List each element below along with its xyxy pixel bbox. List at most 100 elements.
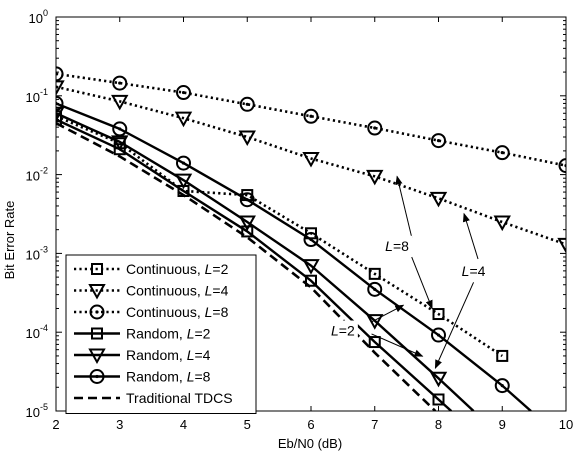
annotation-arrow (434, 282, 475, 369)
legend: Continuous, L=2 Continuous, L=4 Continuous… (65, 254, 257, 414)
data-point-center (245, 102, 249, 106)
annotation-backdrop (458, 260, 489, 281)
data-point (174, 173, 193, 190)
data-point (431, 133, 446, 149)
plot-area: 2 3 4 5 6 7 8 9 10 10-5 10-4 10-3 10-2 10-1 100 L=8 L=4 L… (26, 8, 574, 432)
data-point (432, 393, 445, 406)
x-axis-label: Eb/N0 (dB) (278, 436, 342, 451)
data-point (174, 111, 193, 128)
data-point (303, 232, 319, 248)
data-point-center (500, 151, 504, 155)
data-point (111, 94, 129, 111)
data-point (429, 371, 448, 388)
data-point-center (500, 384, 504, 388)
series-line-1 (56, 85, 566, 246)
data-point-center (436, 333, 441, 337)
data-point-center (373, 126, 377, 130)
data-point-center (309, 114, 313, 118)
x-tick-label: 2 (52, 417, 59, 432)
legend-item-6: Traditional TDCS (74, 390, 233, 406)
annotation-arrow (371, 333, 424, 357)
data-point (176, 85, 191, 101)
data-point (432, 308, 445, 321)
series-line-0 (56, 115, 503, 358)
legend-swatch-marker (89, 369, 105, 384)
y-axis-label: Bit Error Rate (2, 201, 17, 280)
legend-label: Random, L=8 (126, 369, 211, 385)
series-5 (56, 95, 532, 411)
x-tick-label: 6 (307, 417, 314, 432)
data-point-center (118, 127, 122, 131)
data-point (494, 378, 510, 394)
y-tick-label: 100 (29, 8, 48, 26)
legend-swatch-marker (88, 348, 106, 365)
annotation-1: L=4 (434, 212, 489, 369)
data-point (56, 106, 65, 123)
data-point (113, 143, 126, 156)
legend-item-3: Random, L=2 (74, 326, 211, 342)
data-point (366, 314, 384, 330)
data-point (367, 281, 383, 297)
series-line-3 (56, 118, 453, 411)
annotation-0: L=8 (382, 175, 433, 310)
annotation-backdrop (382, 235, 413, 256)
data-point-center (309, 237, 313, 242)
data-point (56, 113, 62, 126)
data-point-center (245, 198, 249, 202)
data-point (302, 259, 320, 275)
data-point (431, 327, 446, 343)
annotation-arrow (395, 175, 413, 238)
data-point (305, 274, 317, 287)
data-point (112, 75, 128, 91)
data-point (176, 155, 191, 171)
data-point-center (373, 287, 377, 291)
y-tick-label: 10-1 (26, 87, 48, 105)
data-point-center (436, 139, 441, 143)
annotation-2: L=2 (327, 304, 424, 357)
annotation-label: L=2 (331, 323, 355, 339)
y-tick-label: 10-2 (26, 166, 48, 184)
legend-swatch-marker-center (95, 310, 99, 314)
data-point (368, 267, 381, 280)
data-point (557, 237, 566, 254)
legend-label: Random, L=4 (126, 347, 211, 363)
x-tick-label: 8 (435, 417, 442, 432)
data-point (366, 169, 384, 186)
data-point (558, 158, 566, 174)
legend-item-1: Continuous, L=4 (74, 283, 229, 300)
legend-item-4: Random, L=4 (74, 347, 211, 365)
legend-item-5: Random, L=8 (74, 369, 211, 385)
annotation-arrow (462, 212, 479, 260)
series-line-6 (56, 121, 437, 411)
data-point-center (181, 161, 186, 165)
legend-label: Traditional TDCS (126, 390, 233, 406)
series-group (56, 66, 566, 411)
x-tick-label: 5 (244, 417, 251, 432)
data-point (239, 96, 255, 112)
legend-label: Random, L=2 (126, 326, 211, 342)
y-tick-label: 10-5 (26, 402, 48, 420)
y-tick-label: 10-4 (26, 323, 48, 341)
annotation-backdrop (327, 320, 358, 341)
series-line-4 (56, 112, 475, 411)
annotation-label: L=4 (462, 263, 486, 279)
legend-swatch-marker (91, 263, 103, 275)
data-point (238, 215, 256, 232)
x-tick-label: 9 (499, 417, 506, 432)
data-point-center (181, 90, 186, 95)
data-point (494, 145, 510, 161)
data-point (239, 192, 255, 208)
data-point (368, 336, 381, 349)
legend-item-2: Continuous, L=8 (74, 304, 229, 320)
series-4 (56, 106, 475, 411)
data-point-center (118, 81, 122, 85)
data-point (303, 108, 319, 124)
annotation-arrow (411, 256, 433, 310)
x-tick-label: 7 (371, 417, 378, 432)
annotation-arrow (371, 304, 405, 323)
data-point (241, 225, 254, 238)
x-tick-label: 3 (116, 417, 123, 432)
data-point (493, 215, 511, 232)
x-tick-label: 4 (180, 417, 187, 432)
